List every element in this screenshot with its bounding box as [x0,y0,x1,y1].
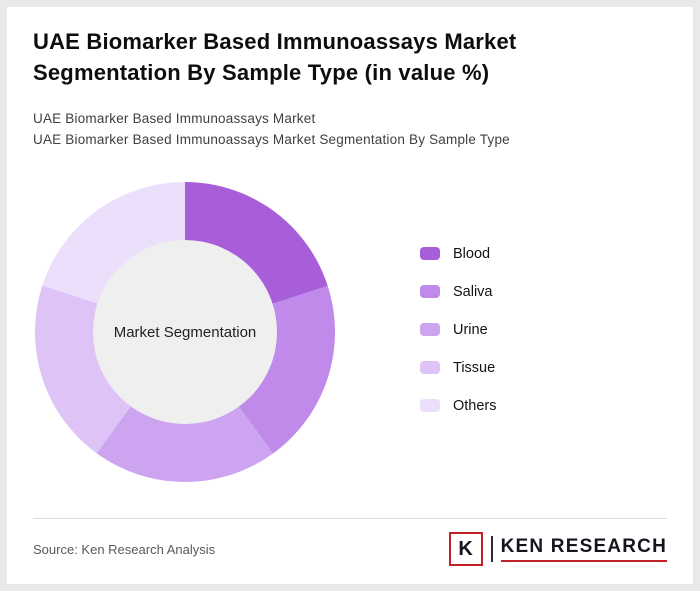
legend-item-urine: Urine [420,321,497,338]
legend-item-tissue: Tissue [420,359,497,376]
legend-label: Others [453,397,497,414]
legend-swatch [420,285,440,298]
legend-item-saliva: Saliva [420,283,497,300]
donut-center: Market Segmentation [93,240,277,424]
logo-k-icon: K [448,532,483,566]
chart-subtitle-line1: UAE Biomarker Based Immunoassays Market [33,111,316,126]
legend-label: Saliva [453,283,493,300]
legend-swatch [420,361,440,374]
legend-label: Tissue [453,359,496,376]
chart-subtitle-line2: UAE Biomarker Based Immunoassays Market … [33,132,510,147]
logo-separator [490,536,493,562]
logo-text-wrap: KEN RESEARCH [500,535,667,563]
source-text: Source: Ken Research Analysis [33,541,216,557]
legend-swatch [420,323,440,336]
chart-title: UAE Biomarker Based Immunoassays Market … [33,29,517,85]
footer-divider [33,518,667,519]
legend-item-others: Others [420,397,497,414]
chart-legend: Blood Saliva Urine Tissue Others [420,245,497,414]
legend-label: Blood [453,245,491,262]
footer: Source: Ken Research Analysis K KEN RESE… [33,526,667,572]
ken-research-logo: K KEN RESEARCH [448,532,667,566]
logo-monogram: K [458,537,473,560]
donut-center-label: Market Segmentation [113,323,257,341]
legend-item-blood: Blood [420,245,497,262]
legend-swatch [420,247,440,260]
chart-card: UAE Biomarker Based Immunoassays Market … [7,7,693,584]
legend-swatch [420,399,440,412]
logo-underline [500,559,667,563]
legend-label: Urine [453,321,488,338]
donut-chart: Market Segmentation [35,182,335,482]
logo-brand-text: KEN RESEARCH [500,535,667,557]
